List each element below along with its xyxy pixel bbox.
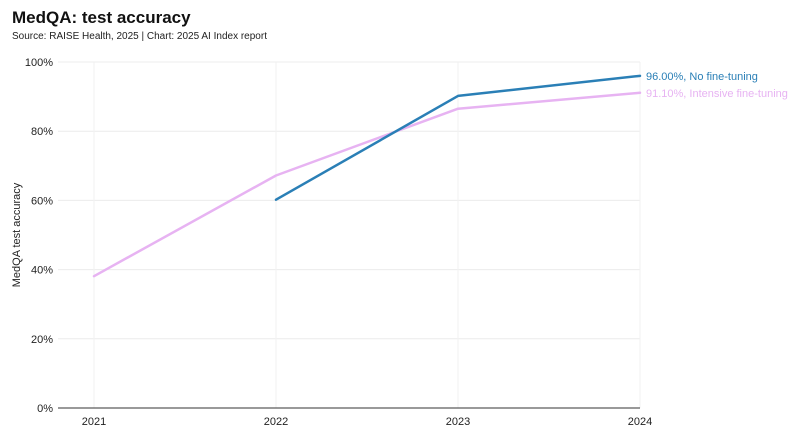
- series-end-labels: 91.10%, Intensive fine-tuning 96.00%, No …: [646, 71, 788, 100]
- y-tick-label: 60%: [31, 195, 53, 207]
- x-tick-label: 2023: [446, 416, 470, 428]
- y-tick-label: 40%: [31, 265, 53, 277]
- chart-subtitle: Source: RAISE Health, 2025 | Chart: 2025…: [12, 31, 267, 42]
- y-tick-label: 80%: [31, 126, 53, 138]
- x-tick-label: 2022: [264, 416, 288, 428]
- y-axis-label: MedQA test accuracy: [11, 182, 23, 287]
- x-tick-label: 2021: [82, 416, 106, 428]
- series-line-0: [92, 91, 642, 278]
- chart-title: MedQA: test accuracy: [12, 8, 191, 27]
- series-end-label-0: 91.10%, Intensive fine-tuning: [646, 88, 788, 100]
- x-tick-label: 2024: [628, 416, 652, 428]
- series-end-label-1: 96.00%, No fine-tuning: [646, 71, 758, 83]
- grid-lines: [58, 61, 641, 408]
- y-axis-ticks: 0% 20% 40% 60% 80% 100%: [25, 57, 53, 415]
- y-tick-label: 100%: [25, 57, 53, 69]
- x-axis-ticks: 2021 2022 2023 2024: [82, 416, 652, 428]
- y-tick-label: 20%: [31, 334, 53, 346]
- series-lines: [92, 74, 642, 278]
- y-tick-label: 0%: [37, 403, 53, 415]
- series-line-1: [274, 74, 642, 201]
